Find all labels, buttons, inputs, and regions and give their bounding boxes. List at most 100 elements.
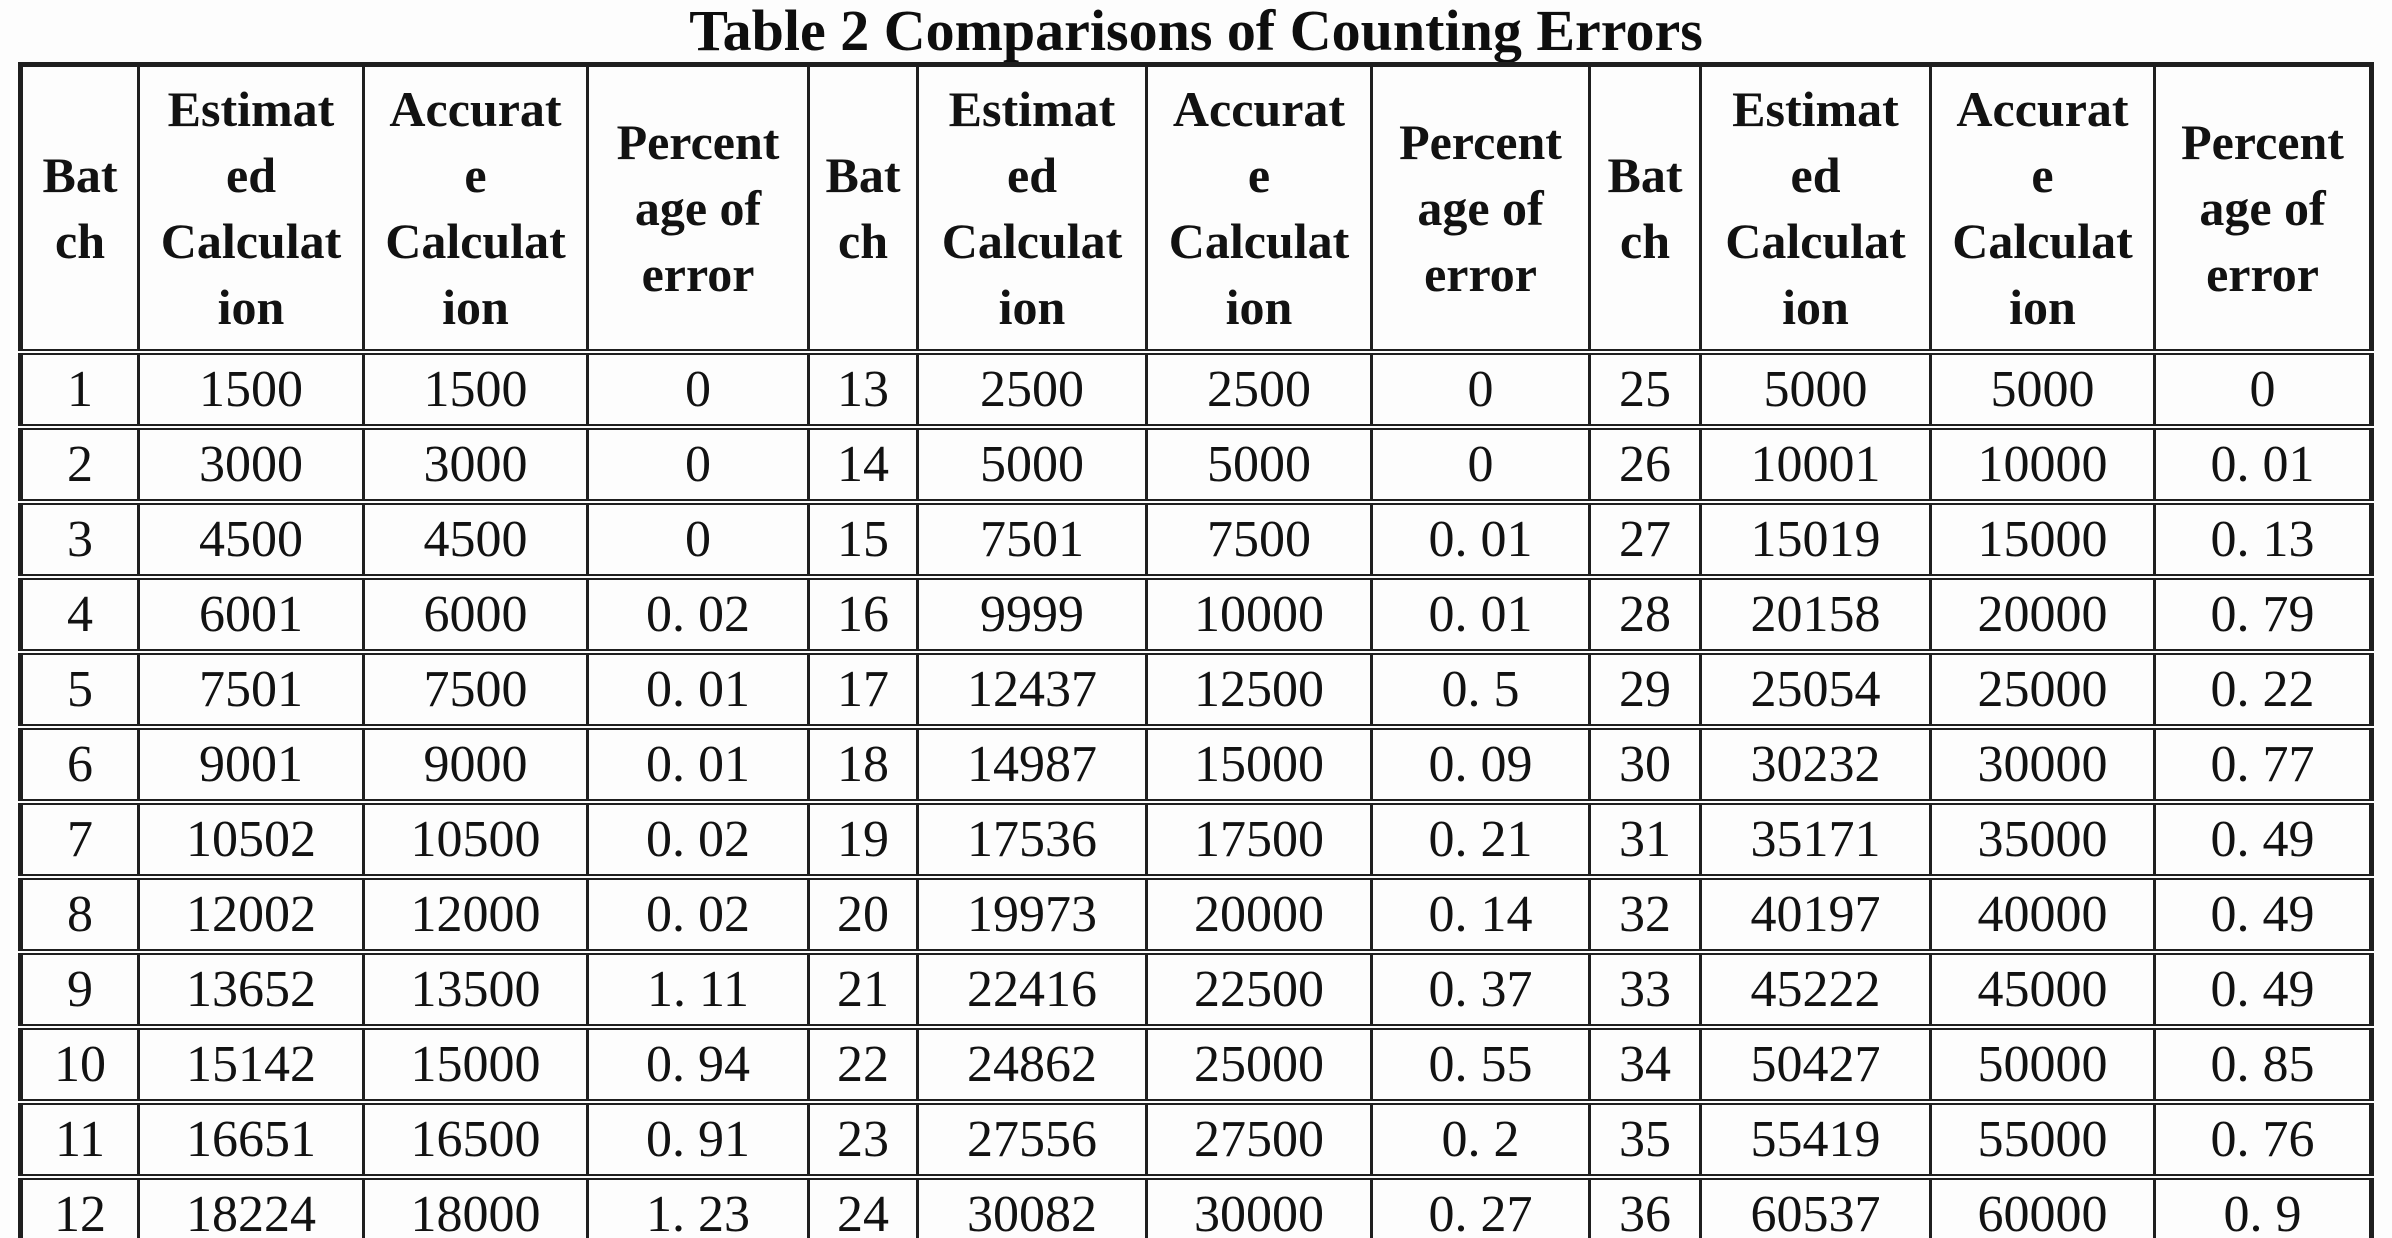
header-row: Bat ch Estimat ed Calculat ion Accurat e C… <box>19 63 2373 355</box>
cell-estimated-calculation: 18224 <box>137 1174 365 1238</box>
cell-accurate-calculation: 12000 <box>362 874 589 954</box>
col-header-percentage-of-error: Percent age of error <box>2153 63 2373 355</box>
cell-batch: 3 <box>19 499 140 579</box>
cell-percentage-of-error: 0. 14 <box>1370 874 1591 954</box>
cell-accurate-calculation: 7500 <box>362 649 589 729</box>
cell-estimated-calculation: 9001 <box>137 724 365 804</box>
cell-batch: 25 <box>1588 349 1702 429</box>
cell-percentage-of-error: 0. 27 <box>1370 1174 1591 1238</box>
cell-percentage-of-error: 0. 02 <box>586 574 810 654</box>
cell-percentage-of-error: 0 <box>586 499 810 579</box>
cell-batch: 26 <box>1588 424 1702 504</box>
table-body: 1 1500 1500 0 13 2500 2500 0 25 5000 5000 0 2 3000 300… <box>19 349 2373 1238</box>
table-row: 12 18224 18000 1. 23 24 30082 30000 0. 27 36 6053… <box>19 1174 2373 1238</box>
cell-batch: 31 <box>1588 799 1702 879</box>
col-header-batch: Bat ch <box>807 63 919 355</box>
cell-accurate-calculation: 9000 <box>362 724 589 804</box>
table-row: 1 1500 1500 0 13 2500 2500 0 25 5000 5000 0 <box>19 349 2373 429</box>
cell-accurate-calculation: 1500 <box>362 349 589 429</box>
cell-accurate-calculation: 10500 <box>362 799 589 879</box>
table-row: 10 15142 15000 0. 94 22 24862 25000 0. 55 34 5042… <box>19 1024 2373 1104</box>
cell-estimated-calculation: 7501 <box>916 499 1148 579</box>
table-row: 6 9001 9000 0. 01 18 14987 15000 0. 09 30 30232 30… <box>19 724 2373 804</box>
cell-batch: 22 <box>807 1024 919 1104</box>
cell-estimated-calculation: 40197 <box>1699 874 1932 954</box>
cell-estimated-calculation: 17536 <box>916 799 1148 879</box>
cell-percentage-of-error: 0. 49 <box>2153 799 2373 879</box>
cell-accurate-calculation: 10000 <box>1929 424 2156 504</box>
cell-percentage-of-error: 0 <box>2153 349 2373 429</box>
cell-estimated-calculation: 55419 <box>1699 1099 1932 1179</box>
cell-batch: 18 <box>807 724 919 804</box>
cell-estimated-calculation: 22416 <box>916 949 1148 1029</box>
cell-batch: 17 <box>807 649 919 729</box>
cell-accurate-calculation: 20000 <box>1929 574 2156 654</box>
cell-batch: 7 <box>19 799 140 879</box>
col-header-batch: Bat ch <box>19 63 140 355</box>
cell-accurate-calculation: 22500 <box>1145 949 1373 1029</box>
cell-percentage-of-error: 0. 01 <box>1370 574 1591 654</box>
col-header-accurate-calculation: Accurat e Calculat ion <box>1929 63 2156 355</box>
cell-estimated-calculation: 5000 <box>916 424 1148 504</box>
cell-estimated-calculation: 9999 <box>916 574 1148 654</box>
table-row: 4 6001 6000 0. 02 16 9999 10000 0. 01 28 20158 200… <box>19 574 2373 654</box>
cell-batch: 32 <box>1588 874 1702 954</box>
table-row: 2 3000 3000 0 14 5000 5000 0 26 10001 10000 0. 01 <box>19 424 2373 504</box>
cell-accurate-calculation: 18000 <box>362 1174 589 1238</box>
cell-batch: 13 <box>807 349 919 429</box>
cell-accurate-calculation: 55000 <box>1929 1099 2156 1179</box>
cell-accurate-calculation: 45000 <box>1929 949 2156 1029</box>
cell-percentage-of-error: 0. 21 <box>1370 799 1591 879</box>
cell-percentage-of-error: 0. 01 <box>1370 499 1591 579</box>
cell-batch: 20 <box>807 874 919 954</box>
cell-batch: 2 <box>19 424 140 504</box>
cell-percentage-of-error: 0. 5 <box>1370 649 1591 729</box>
cell-accurate-calculation: 27500 <box>1145 1099 1373 1179</box>
cell-percentage-of-error: 0. 55 <box>1370 1024 1591 1104</box>
cell-batch: 14 <box>807 424 919 504</box>
cell-estimated-calculation: 14987 <box>916 724 1148 804</box>
table-row: 8 12002 12000 0. 02 20 19973 20000 0. 14 32 40197… <box>19 874 2373 954</box>
cell-percentage-of-error: 0. 02 <box>586 874 810 954</box>
cell-estimated-calculation: 2500 <box>916 349 1148 429</box>
cell-estimated-calculation: 7501 <box>137 649 365 729</box>
cell-estimated-calculation: 19973 <box>916 874 1148 954</box>
cell-batch: 35 <box>1588 1099 1702 1179</box>
cell-batch: 28 <box>1588 574 1702 654</box>
col-header-estimated-calculation: Estimat ed Calculat ion <box>916 63 1148 355</box>
cell-percentage-of-error: 0. 94 <box>586 1024 810 1104</box>
cell-percentage-of-error: 0 <box>586 424 810 504</box>
cell-accurate-calculation: 12500 <box>1145 649 1373 729</box>
cell-percentage-of-error: 1. 11 <box>586 949 810 1029</box>
cell-batch: 4 <box>19 574 140 654</box>
col-header-percentage-of-error: Percent age of error <box>1370 63 1591 355</box>
cell-accurate-calculation: 4500 <box>362 499 589 579</box>
cell-estimated-calculation: 30082 <box>916 1174 1148 1238</box>
cell-batch: 36 <box>1588 1174 1702 1238</box>
cell-batch: 11 <box>19 1099 140 1179</box>
cell-accurate-calculation: 3000 <box>362 424 589 504</box>
cell-batch: 1 <box>19 349 140 429</box>
cell-accurate-calculation: 7500 <box>1145 499 1373 579</box>
cell-accurate-calculation: 60000 <box>1929 1174 2156 1238</box>
cell-batch: 21 <box>807 949 919 1029</box>
cell-batch: 23 <box>807 1099 919 1179</box>
cell-estimated-calculation: 20158 <box>1699 574 1932 654</box>
cell-estimated-calculation: 35171 <box>1699 799 1932 879</box>
cell-percentage-of-error: 0 <box>586 349 810 429</box>
cell-percentage-of-error: 0 <box>1370 424 1591 504</box>
cell-percentage-of-error: 0 <box>1370 349 1591 429</box>
col-header-percentage-of-error: Percent age of error <box>586 63 810 355</box>
table-row: 5 7501 7500 0. 01 17 12437 12500 0. 5 29 25054 250… <box>19 649 2373 729</box>
cell-accurate-calculation: 5000 <box>1929 349 2156 429</box>
col-header-accurate-calculation: Accurat e Calculat ion <box>1145 63 1373 355</box>
cell-accurate-calculation: 6000 <box>362 574 589 654</box>
cell-accurate-calculation: 25000 <box>1145 1024 1373 1104</box>
table-row: 7 10502 10500 0. 02 19 17536 17500 0. 21 31 35171… <box>19 799 2373 879</box>
cell-accurate-calculation: 10000 <box>1145 574 1373 654</box>
cell-estimated-calculation: 12002 <box>137 874 365 954</box>
cell-percentage-of-error: 0. 91 <box>586 1099 810 1179</box>
cell-accurate-calculation: 25000 <box>1929 649 2156 729</box>
cell-batch: 6 <box>19 724 140 804</box>
